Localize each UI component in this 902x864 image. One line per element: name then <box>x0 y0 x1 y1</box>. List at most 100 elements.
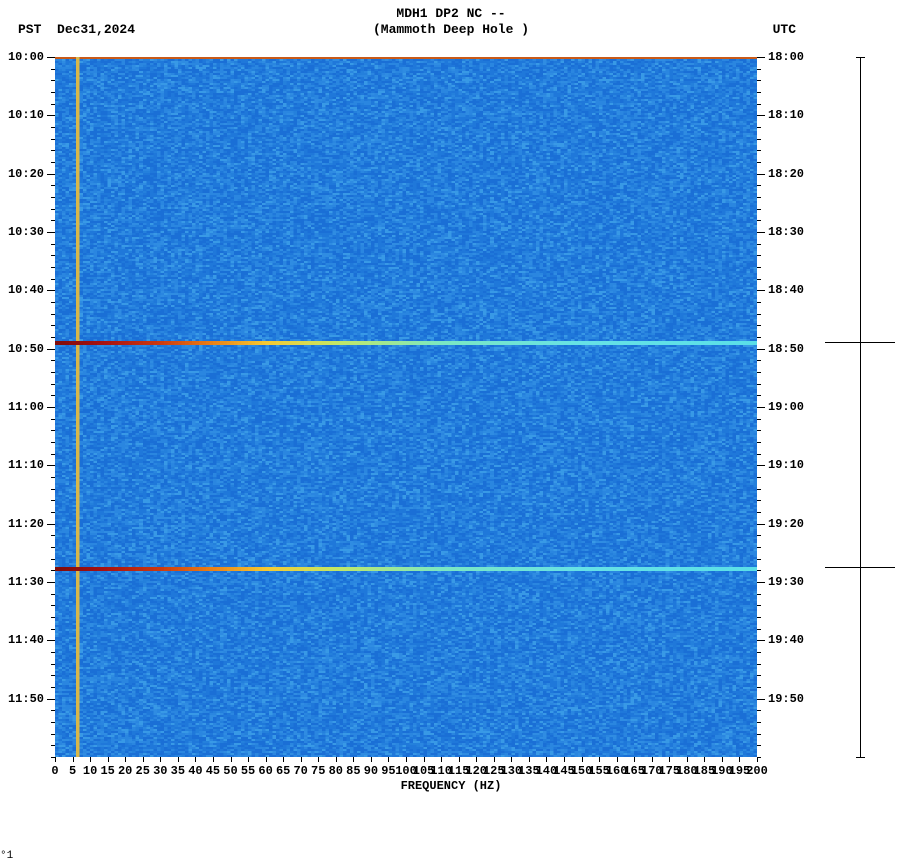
axis-tick-label: 11:10 <box>8 458 44 472</box>
axis-tick <box>511 757 512 762</box>
axis-tick <box>757 127 761 128</box>
axis-tick <box>125 757 126 762</box>
axis-tick-label: 165 <box>623 764 645 778</box>
axis-tick-label: 65 <box>276 764 290 778</box>
axis-tick <box>546 757 547 762</box>
axis-tick <box>441 757 442 762</box>
axis-tick <box>529 757 530 762</box>
chart-title-line2: (Mammoth Deep Hole ) <box>0 22 902 37</box>
axis-tick <box>213 757 214 762</box>
axis-tick-label: 85 <box>346 764 360 778</box>
axis-tick <box>757 710 761 711</box>
axis-tick-label: 40 <box>188 764 202 778</box>
footer-mark: °1 <box>0 850 13 862</box>
axis-tick <box>757 384 761 385</box>
axis-tick <box>47 465 55 466</box>
axis-tick <box>47 174 55 175</box>
axis-tick <box>825 567 895 568</box>
axis-tick <box>856 757 865 758</box>
axis-tick <box>47 290 55 291</box>
spectrogram-plot <box>55 57 757 757</box>
axis-tick-label: 200 <box>746 764 768 778</box>
axis-tick-label: 10:30 <box>8 225 44 239</box>
axis-tick-label: 19:50 <box>768 692 804 706</box>
axis-tick-label: 50 <box>223 764 237 778</box>
axis-tick-label: 10:20 <box>8 167 44 181</box>
axis-tick <box>757 325 761 326</box>
axis-tick <box>634 757 635 762</box>
axis-tick <box>757 349 761 350</box>
header-left-date: Dec31,2024 <box>57 22 135 37</box>
spectrogram-page: MDH1 DP2 NC -- (Mammoth Deep Hole ) PST … <box>0 0 902 864</box>
axis-tick <box>757 337 761 338</box>
axis-tick <box>757 162 761 163</box>
spectrogram-canvas <box>55 57 757 757</box>
axis-tick-label: 190 <box>711 764 733 778</box>
axis-tick <box>47 699 55 700</box>
axis-tick-label: 19:10 <box>768 458 804 472</box>
axis-tick <box>757 652 761 653</box>
axis-tick <box>301 757 302 762</box>
axis-tick <box>47 582 55 583</box>
axis-tick-label: 10:40 <box>8 283 44 297</box>
axis-tick <box>757 489 761 490</box>
axis-tick-label: 0 <box>51 764 58 778</box>
axis-tick-label: 60 <box>258 764 272 778</box>
axis-tick <box>757 640 761 641</box>
axis-tick <box>353 757 354 762</box>
axis-tick-label: 18:40 <box>768 283 804 297</box>
axis-tick <box>757 185 761 186</box>
axis-tick-label: 10 <box>83 764 97 778</box>
axis-tick-label: 18:20 <box>768 167 804 181</box>
axis-tick <box>757 500 761 501</box>
axis-tick <box>757 92 761 93</box>
axis-tick <box>757 57 765 58</box>
axis-tick <box>757 559 761 560</box>
axis-tick-label: 185 <box>694 764 716 778</box>
axis-tick <box>669 757 670 762</box>
axis-tick-label: 11:30 <box>8 575 44 589</box>
axis-tick-label: 18:00 <box>768 50 804 64</box>
axis-tick <box>757 244 761 245</box>
axis-tick <box>757 582 765 583</box>
axis-tick <box>757 687 761 688</box>
axis-tick-label: 70 <box>293 764 307 778</box>
axis-tick <box>47 57 55 58</box>
axis-tick <box>476 757 477 762</box>
axis-tick-label: 135 <box>518 764 540 778</box>
axis-tick <box>47 407 55 408</box>
axis-tick <box>424 757 425 762</box>
axis-tick <box>757 360 761 361</box>
axis-tick <box>739 757 740 762</box>
axis-tick <box>617 757 618 762</box>
axis-tick-label: 175 <box>658 764 680 778</box>
axis-tick-label: 55 <box>241 764 255 778</box>
axis-tick <box>757 745 761 746</box>
axis-tick <box>757 395 761 396</box>
axis-tick-label: 45 <box>206 764 220 778</box>
axis-tick <box>757 570 761 571</box>
axis-tick <box>371 757 372 762</box>
axis-tick <box>757 115 761 116</box>
axis-tick-label: 18:50 <box>768 342 804 356</box>
axis-tick <box>757 232 765 233</box>
axis-tick <box>459 757 460 762</box>
axis-tick-label: 105 <box>413 764 435 778</box>
axis-tick <box>266 757 267 762</box>
axis-tick <box>757 407 765 408</box>
axis-tick-label: 11:00 <box>8 400 44 414</box>
axis-tick <box>757 69 761 70</box>
axis-tick-label: 19:40 <box>768 633 804 647</box>
axis-tick <box>757 372 761 373</box>
axis-tick <box>722 757 723 762</box>
axis-tick <box>757 722 761 723</box>
axis-tick <box>51 757 55 758</box>
axis-tick <box>860 57 861 757</box>
axis-tick-label: 195 <box>729 764 751 778</box>
axis-tick <box>318 757 319 762</box>
axis-tick <box>90 757 91 762</box>
axis-tick <box>757 174 761 175</box>
axis-tick-label: 145 <box>553 764 575 778</box>
axis-tick <box>825 342 895 343</box>
axis-tick <box>47 640 55 641</box>
